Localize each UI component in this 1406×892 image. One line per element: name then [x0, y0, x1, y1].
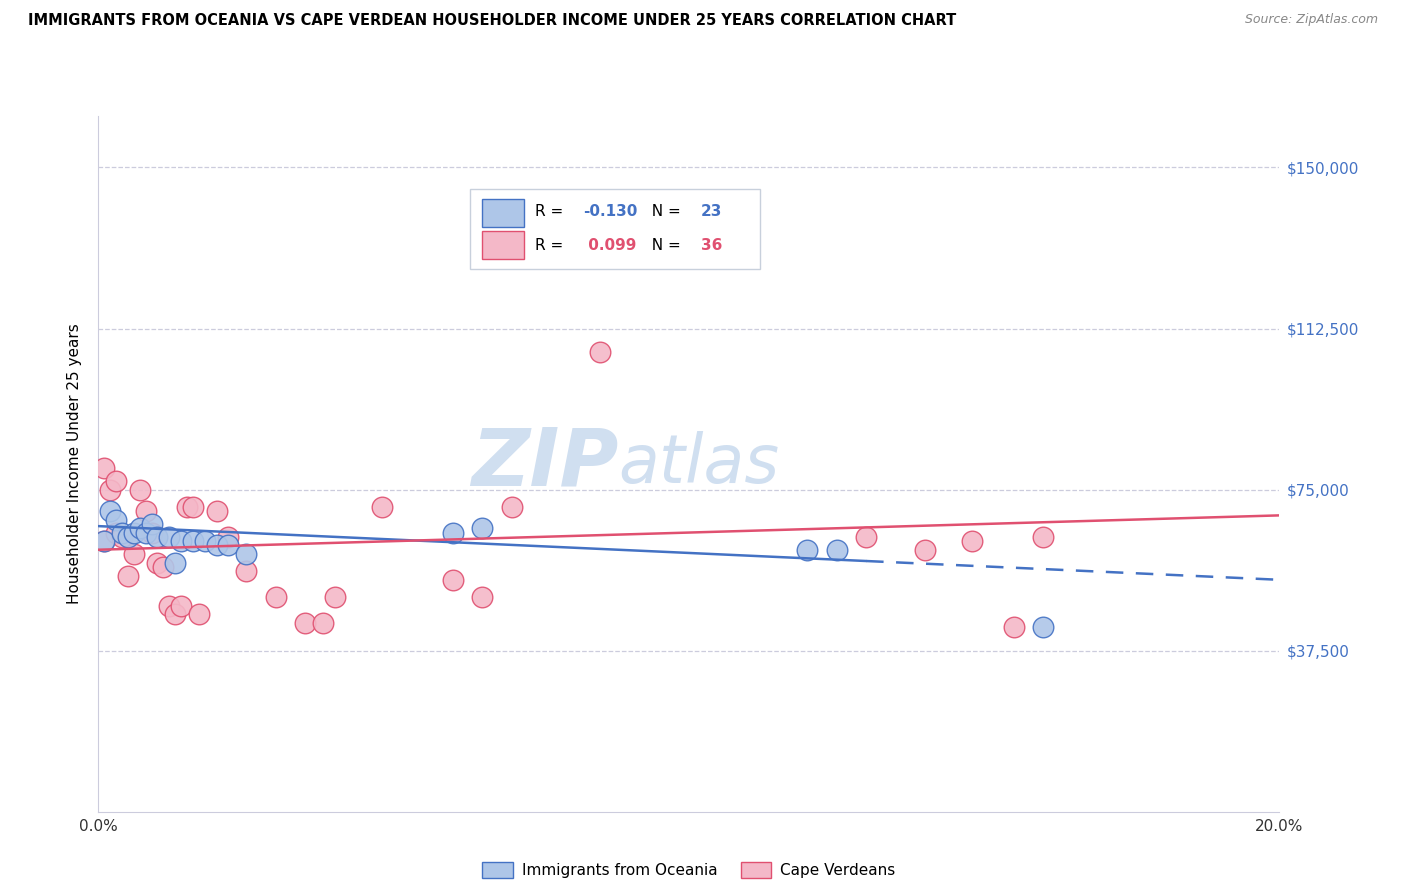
- Point: [825, 542, 848, 557]
- Text: ZIP: ZIP: [471, 425, 619, 503]
- Point: [105, 513, 128, 527]
- Point: [914, 542, 936, 557]
- Point: [471, 590, 494, 604]
- Text: IMMIGRANTS FROM OCEANIA VS CAPE VERDEAN HOUSEHOLDER INCOME UNDER 25 YEARS CORREL: IMMIGRANTS FROM OCEANIA VS CAPE VERDEAN …: [28, 13, 956, 29]
- Point: [323, 590, 346, 604]
- Point: [98, 483, 121, 497]
- Point: [170, 599, 193, 613]
- Point: [122, 525, 145, 540]
- Point: [441, 573, 464, 587]
- Point: [264, 590, 287, 604]
- Point: [181, 500, 204, 514]
- Text: R =: R =: [536, 204, 568, 219]
- Point: [93, 534, 115, 549]
- Point: [93, 534, 115, 549]
- Point: [187, 607, 209, 622]
- Point: [235, 564, 257, 578]
- Point: [157, 530, 180, 544]
- FancyBboxPatch shape: [482, 231, 523, 259]
- Point: [117, 568, 139, 582]
- Text: atlas: atlas: [619, 431, 779, 497]
- Text: -0.130: -0.130: [582, 204, 637, 219]
- Text: 0.099: 0.099: [582, 238, 636, 252]
- Point: [205, 538, 228, 552]
- Point: [855, 530, 877, 544]
- Point: [146, 530, 169, 544]
- Text: N =: N =: [641, 238, 685, 252]
- Text: 36: 36: [700, 238, 723, 252]
- Text: R =: R =: [536, 238, 568, 252]
- Point: [1002, 620, 1025, 634]
- Point: [235, 547, 257, 561]
- Point: [146, 556, 169, 570]
- Legend: Immigrants from Oceania, Cape Verdeans: Immigrants from Oceania, Cape Verdeans: [477, 856, 901, 884]
- Point: [157, 599, 180, 613]
- Point: [128, 483, 150, 497]
- Point: [294, 615, 316, 630]
- Point: [122, 547, 145, 561]
- Y-axis label: Householder Income Under 25 years: Householder Income Under 25 years: [67, 324, 83, 604]
- FancyBboxPatch shape: [471, 189, 759, 269]
- Point: [111, 530, 134, 544]
- Point: [217, 538, 239, 552]
- Text: Source: ZipAtlas.com: Source: ZipAtlas.com: [1244, 13, 1378, 27]
- Point: [501, 500, 523, 514]
- Point: [194, 534, 217, 549]
- Point: [165, 556, 187, 570]
- Point: [1032, 620, 1054, 634]
- Point: [962, 534, 984, 549]
- Point: [105, 474, 128, 488]
- Point: [98, 504, 121, 518]
- Point: [1032, 530, 1054, 544]
- Point: [135, 525, 157, 540]
- Point: [217, 530, 239, 544]
- Point: [152, 560, 174, 574]
- Text: N =: N =: [641, 204, 685, 219]
- Point: [205, 504, 228, 518]
- Point: [117, 530, 139, 544]
- FancyBboxPatch shape: [482, 200, 523, 227]
- Point: [141, 516, 163, 531]
- Point: [441, 525, 464, 540]
- Point: [170, 534, 193, 549]
- Point: [371, 500, 394, 514]
- Point: [796, 542, 818, 557]
- Point: [141, 525, 163, 540]
- Point: [128, 521, 150, 535]
- Point: [181, 534, 204, 549]
- Point: [589, 345, 612, 359]
- Point: [165, 607, 187, 622]
- Text: 23: 23: [700, 204, 723, 219]
- Point: [312, 615, 335, 630]
- Point: [176, 500, 198, 514]
- Point: [111, 525, 134, 540]
- Point: [471, 521, 494, 535]
- Point: [93, 461, 115, 475]
- Point: [105, 525, 128, 540]
- Point: [135, 504, 157, 518]
